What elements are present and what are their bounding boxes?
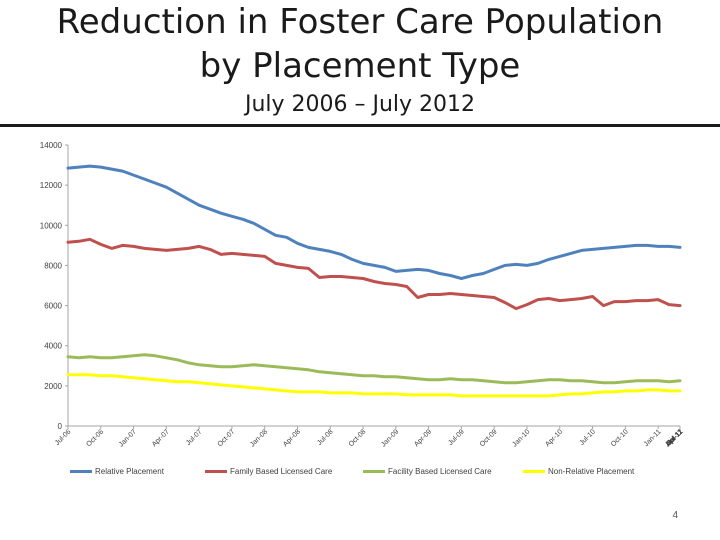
x-tick-label: Apr-08 [282,428,302,448]
legend-swatch [363,470,385,473]
legend-label: Facility Based Licensed Care [388,467,492,476]
legend-swatch [205,470,227,473]
x-tick-label: Jan-08 [249,428,269,448]
legend-item: Relative Placement [70,467,164,476]
y-tick-label: 2000 [44,382,62,391]
line-chart: 0 2000 4000 6000 8000 10000 12000 14000 Jul-06 Oc… [40,141,685,449]
series-line-facility-based-licensed-care [66,353,682,385]
y-tick-label: 14000 [40,141,63,150]
legend-label: Relative Placement [95,467,164,476]
legend-swatch [523,470,545,473]
x-tick-label: Jul-08 [316,428,335,447]
y-tick-label: 4000 [44,342,62,351]
legend-label: Family Based Licensed Care [230,467,333,476]
legend-item: Family Based Licensed Care [205,467,332,476]
series-line-non-relative-placement [66,373,682,398]
x-tick-label: Apr-09 [413,428,433,448]
x-tick-label: Jul-07 [185,428,204,447]
chart-title: Reduction in Foster Care Population by P… [0,0,720,88]
x-tick-label: Jan-10 [511,428,531,448]
series-line-relative-placement [66,164,682,280]
x-tick-label: Jul-06 [54,428,73,447]
title-line-2: by Placement Type [199,46,521,86]
legend-item: Non-Relative Placement [523,467,634,476]
y-tick-label: 6000 [44,302,62,311]
legend-label: Non-Relative Placement [548,467,635,476]
x-tick-label: Oct-10 [610,428,630,448]
y-tick-label: 10000 [40,221,63,230]
series-line-family-based-licensed-care [66,237,682,311]
x-tick-label: Jan-09 [380,428,400,448]
x-tick-label: Jan-11 [643,428,663,448]
x-tick-label: Oct-09 [479,428,499,448]
chart-legend: Relative Placement Family Based Licensed … [0,467,720,483]
x-tick-label: Apr-07 [151,428,171,448]
title-line-1: Reduction in Foster Care Population [56,2,664,42]
x-tick-label: Oct-07 [217,428,237,448]
x-tick-label: Apr-10 [544,428,564,448]
chart-subtitle: July 2006 – July 2012 [244,92,476,117]
x-tick-label: Jul-10 [579,428,598,447]
x-tick-label: Jul-12 [666,428,685,447]
page-number: 4 [672,510,678,521]
legend-swatch [70,470,92,473]
x-tick-label: Jan-07 [118,428,138,448]
legend-item: Facility Based Licensed Care [363,467,492,476]
y-tick-label: 12000 [40,181,63,190]
x-tick-label: Oct-06 [85,428,105,448]
y-tick-label: 0 [58,422,63,431]
title-divider [0,124,720,127]
x-tick-label: Jul-09 [447,428,466,447]
y-tick-label: 8000 [44,261,62,270]
x-tick-label: Oct-08 [348,428,368,448]
